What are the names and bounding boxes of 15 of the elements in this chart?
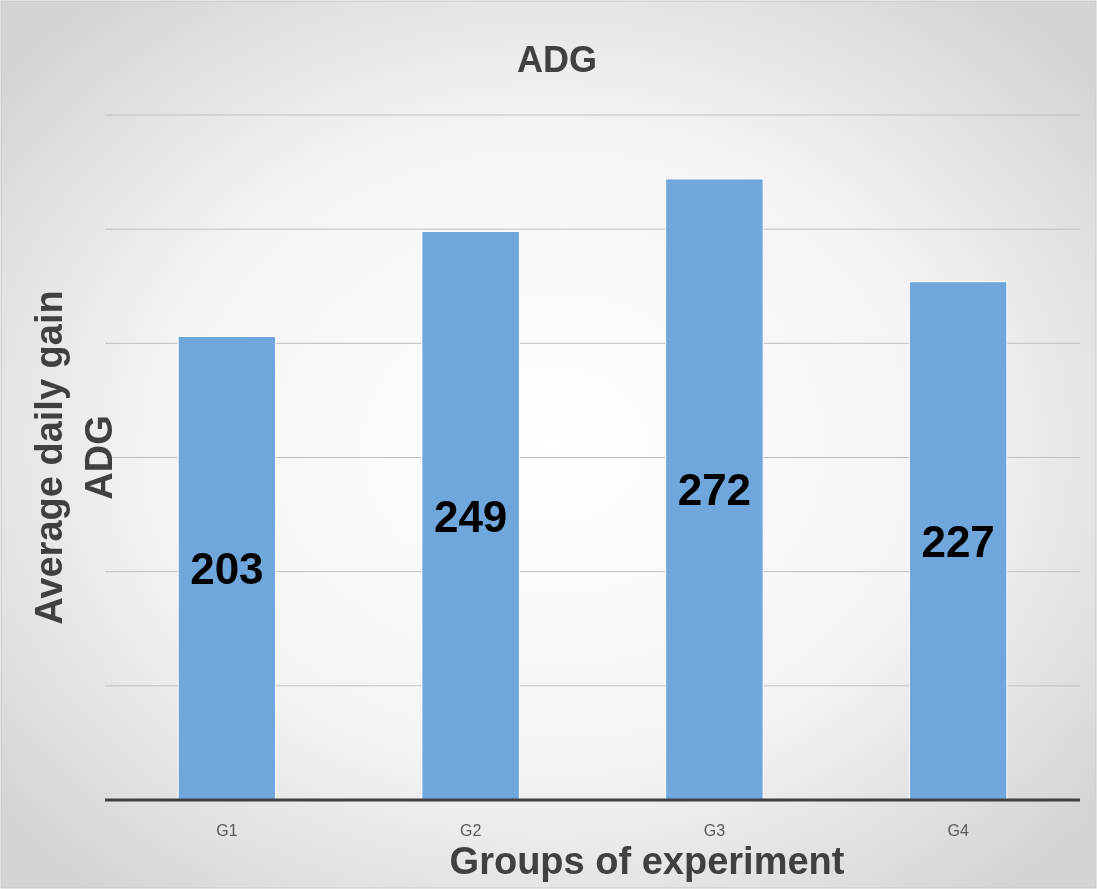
data-label: 227: [921, 516, 995, 566]
data-label: 249: [433, 491, 508, 541]
x-tick-label: G1: [216, 822, 238, 839]
bar: [177, 335, 277, 801]
chart-title: ADG: [517, 39, 597, 80]
x-axis-title: Groups of experiment: [449, 840, 845, 882]
data-label: 272: [677, 465, 752, 515]
x-tick-label: G4: [947, 822, 969, 839]
bar: [908, 281, 1008, 801]
bar: [665, 178, 764, 801]
bar: [421, 230, 520, 801]
data-label: 203: [190, 544, 264, 594]
x-tick-label: G2: [459, 822, 482, 839]
y-axis-title: Average daily gain ADG: [28, 290, 120, 625]
x-tick-label: G3: [703, 822, 726, 839]
